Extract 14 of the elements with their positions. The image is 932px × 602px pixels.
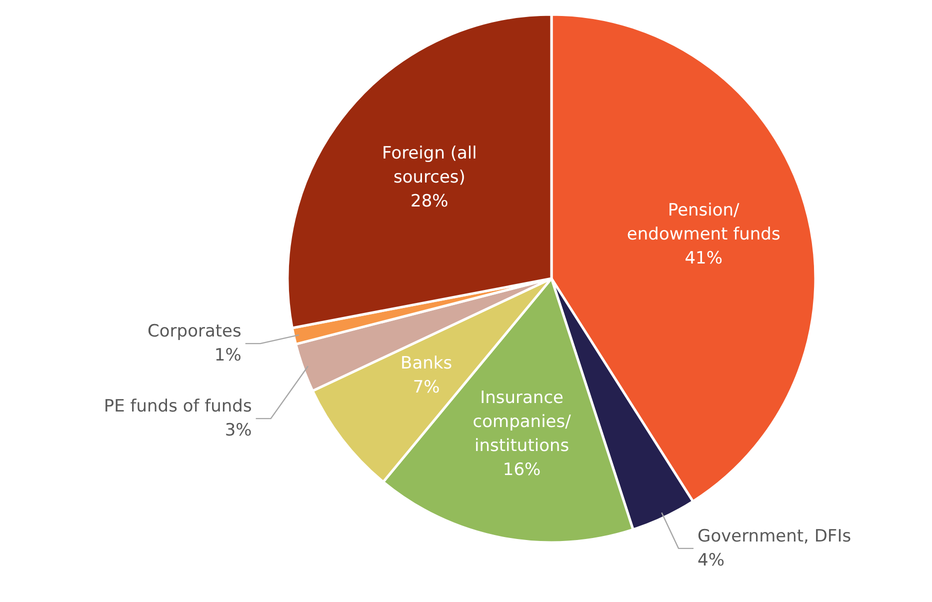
slice-label: Banks (400, 354, 452, 374)
data-label: 41% (684, 248, 723, 268)
data-label: 1% (214, 346, 242, 366)
slice-label: PE funds of funds (104, 396, 252, 417)
slice-label: Corporates (148, 322, 242, 342)
slice-label: Pension/ endowment funds (626, 200, 780, 244)
data-label: 3% (224, 420, 252, 441)
slice-label: Foreign (all sources) (382, 144, 477, 188)
data-label: 16% (502, 460, 541, 480)
data-label: 4% (698, 550, 725, 570)
slice-label: Insurance companies/ institutions (472, 388, 572, 456)
slice-label: Government, DFIs (698, 526, 852, 546)
data-label: 7% (412, 378, 440, 398)
data-label: 28% (410, 192, 448, 212)
